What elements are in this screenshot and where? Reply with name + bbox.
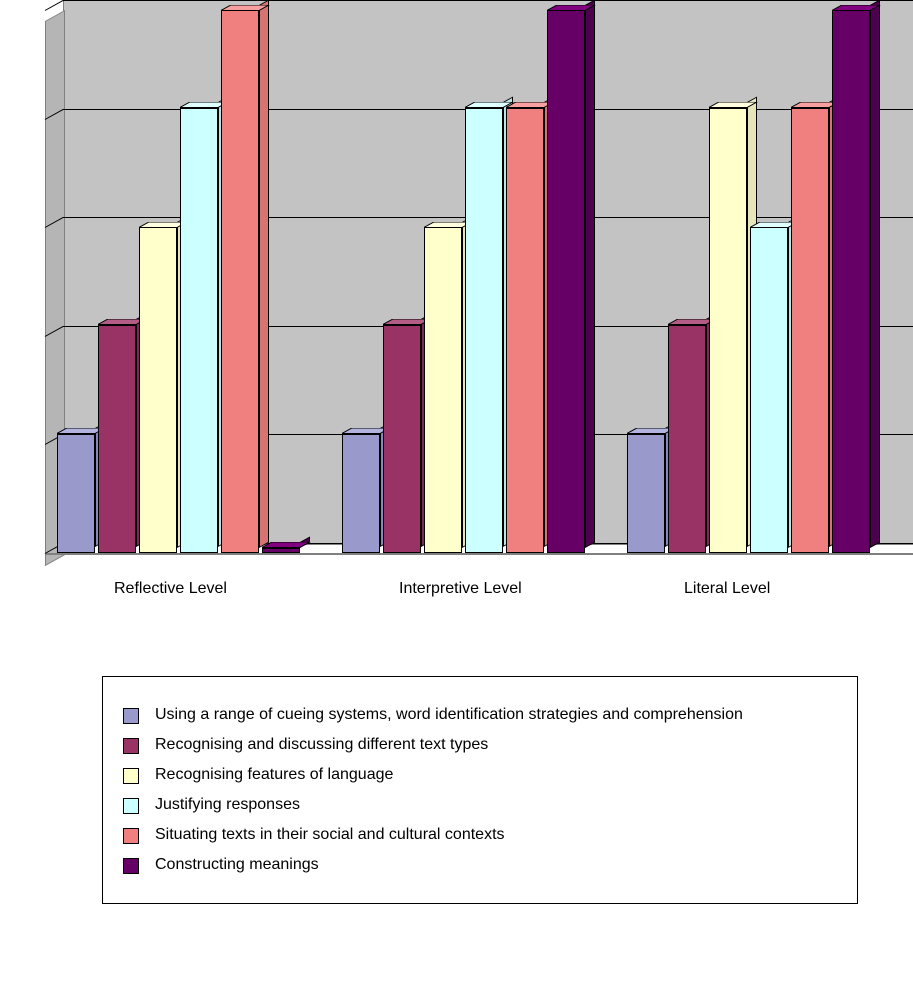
bar-side — [870, 0, 880, 548]
bar-top — [832, 5, 882, 13]
legend-item: Using a range of cueing systems, word id… — [123, 705, 837, 725]
category-label: Interpretive Level — [399, 580, 522, 598]
bar-top — [547, 5, 597, 13]
legend-label: Recognising features of language — [155, 765, 393, 785]
legend-label: Justifying responses — [155, 795, 300, 815]
legend-swatch — [123, 738, 139, 754]
category-label: Literal Level — [684, 580, 770, 598]
legend-item: Situating texts in their social and cult… — [123, 825, 837, 845]
bar — [98, 325, 136, 553]
bar-top — [221, 5, 271, 13]
bar — [750, 227, 788, 553]
legend-swatch — [123, 798, 139, 814]
bar — [57, 434, 95, 553]
legend-swatch — [123, 708, 139, 724]
legend: Using a range of cueing systems, word id… — [102, 676, 858, 904]
chart-container: Using a range of cueing systems, word id… — [0, 0, 913, 998]
legend-swatch — [123, 768, 139, 784]
bar — [547, 10, 585, 553]
bar — [424, 227, 462, 553]
bars — [45, 0, 913, 673]
bar — [465, 108, 503, 553]
bar-side — [585, 0, 595, 548]
bar — [506, 108, 544, 553]
bar — [832, 10, 870, 553]
legend-item: Recognising features of language — [123, 765, 837, 785]
legend-swatch — [123, 858, 139, 874]
legend-item: Constructing meanings — [123, 855, 837, 875]
legend-item: Justifying responses — [123, 795, 837, 815]
plot-area — [45, 0, 913, 673]
legend-label: Recognising and discussing different tex… — [155, 735, 488, 755]
bar-side — [259, 0, 269, 548]
bar — [221, 10, 259, 553]
bar — [709, 108, 747, 553]
bar — [342, 434, 380, 553]
legend-label: Constructing meanings — [155, 855, 319, 875]
bar — [383, 325, 421, 553]
legend-item: Recognising and discussing different tex… — [123, 735, 837, 755]
legend-label: Situating texts in their social and cult… — [155, 825, 505, 845]
bar — [668, 325, 706, 553]
legend-label: Using a range of cueing systems, word id… — [155, 705, 743, 725]
bar — [180, 108, 218, 553]
category-label: Reflective Level — [114, 580, 227, 598]
bar-top — [709, 102, 759, 110]
bar — [627, 434, 665, 553]
bar — [791, 108, 829, 553]
bar — [139, 227, 177, 553]
bar-top — [262, 542, 312, 550]
legend-swatch — [123, 828, 139, 844]
